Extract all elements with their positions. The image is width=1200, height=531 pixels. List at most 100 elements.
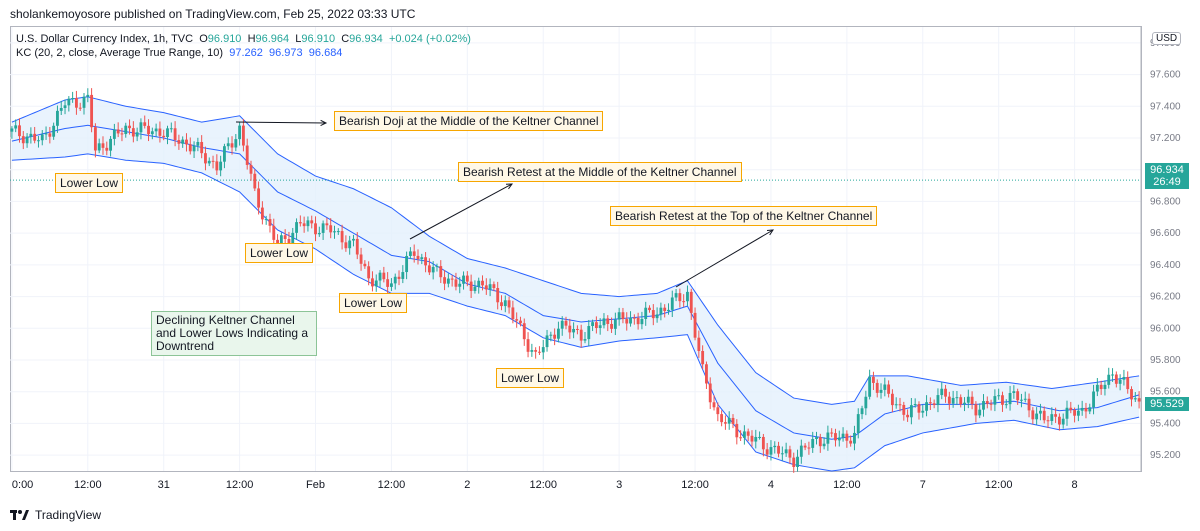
- candle-body: [158, 128, 162, 136]
- candle-body: [796, 456, 799, 468]
- candle-body: [1130, 389, 1133, 400]
- candle-body: [378, 272, 382, 281]
- candle-body: [90, 94, 94, 128]
- candle-body: [940, 388, 944, 396]
- arrow-retest-middle-head: [505, 183, 514, 190]
- time-axis: 0:00 12:00 31 12:00 Feb 12:00 2 12:00 3 12:00 4 12:…: [12, 479, 1078, 491]
- candle-body: [750, 435, 754, 442]
- candle-body: [340, 231, 344, 243]
- candle-body: [1095, 384, 1099, 392]
- candle-body: [207, 160, 211, 164]
- time-tick-label: 7: [920, 479, 926, 491]
- candle-body: [355, 238, 359, 255]
- candle-body: [48, 133, 52, 137]
- annotation-note[interactable]: Declining Keltner Channel and Lower Lows…: [151, 311, 317, 356]
- price-tick-label: 95.600: [1150, 387, 1181, 398]
- footer: TradingView: [10, 508, 101, 522]
- candle-body: [632, 317, 636, 319]
- brand-name: TradingView: [35, 508, 102, 522]
- price-tick-label: 97.200: [1150, 133, 1181, 144]
- candle-body: [44, 133, 48, 135]
- high-value: 96.964: [255, 33, 290, 45]
- price-tick-label: 96.400: [1150, 260, 1181, 271]
- annotation-lower-low-2[interactable]: Lower Low: [245, 243, 314, 263]
- candle-body: [295, 222, 298, 233]
- candle-body: [1088, 407, 1092, 412]
- candle-body: [97, 143, 101, 151]
- candle-body: [25, 136, 29, 144]
- candle-body: [1137, 398, 1141, 402]
- candle-body: [71, 98, 75, 100]
- candle-body: [773, 445, 777, 448]
- arrow-retest-top-head: [766, 229, 774, 236]
- candle-body: [302, 223, 306, 227]
- candle-body: [1039, 410, 1042, 414]
- annotation-retest-middle[interactable]: Bearish Retest at the Middle of the Kelt…: [458, 162, 742, 182]
- candle-body: [921, 410, 925, 413]
- candle-body: [435, 266, 439, 268]
- candle-body: [21, 136, 25, 144]
- candle-body: [742, 431, 746, 438]
- candle-body: [469, 281, 473, 291]
- candle-body: [997, 395, 1001, 397]
- candle-body: [560, 320, 564, 329]
- candle-body: [963, 402, 966, 405]
- candle-body: [826, 432, 830, 444]
- candle-body: [701, 350, 705, 365]
- candle-body: [667, 309, 670, 312]
- candle-body: [909, 405, 913, 418]
- candles: [10, 88, 1141, 473]
- candle-body: [613, 319, 617, 329]
- candle-body: [951, 397, 955, 404]
- annotation-lower-low-4[interactable]: Lower Low: [496, 368, 565, 388]
- candle-body: [484, 285, 488, 290]
- candle-body: [1054, 414, 1058, 417]
- candle-body: [754, 436, 758, 442]
- keltner-fill: [11, 96, 1140, 472]
- annotation-retest-top[interactable]: Bearish Retest at the Top of the Keltner…: [610, 206, 878, 226]
- candle-body: [720, 414, 724, 423]
- candle-body: [617, 312, 621, 320]
- candle-body: [845, 433, 849, 441]
- currency-badge[interactable]: USD: [1152, 32, 1182, 45]
- candle-body: [181, 139, 185, 144]
- time-tick-label: 12:00: [681, 479, 709, 491]
- candle-body: [393, 276, 397, 284]
- candle-body: [917, 404, 921, 413]
- candle-body: [359, 254, 363, 264]
- candle-body: [526, 339, 530, 352]
- annotation-lower-low-3[interactable]: Lower Low: [339, 293, 408, 313]
- candle-body: [154, 128, 158, 132]
- candle-body: [287, 238, 291, 244]
- candle-body: [735, 423, 739, 438]
- candle-body: [458, 283, 462, 287]
- candle-body: [37, 140, 40, 142]
- candle-body: [913, 404, 917, 406]
- current-price-value: 96.934: [1150, 164, 1184, 176]
- annotation-doji-middle[interactable]: Bearish Doji at the Middle of the Keltne…: [334, 111, 604, 131]
- annotation-lower-low-1[interactable]: Lower Low: [55, 173, 124, 193]
- candle-body: [568, 325, 572, 333]
- candle-body: [541, 347, 545, 353]
- candle-body: [219, 161, 223, 171]
- candle-body: [363, 263, 367, 267]
- candle-body: [765, 449, 769, 455]
- candle-body: [412, 251, 416, 256]
- candle-body: [40, 134, 44, 141]
- candle-body: [682, 301, 686, 303]
- candle-body: [1027, 398, 1031, 411]
- candle-body: [215, 161, 219, 171]
- price-tick-label: 96.200: [1150, 292, 1181, 303]
- candle-body: [481, 280, 484, 286]
- candle-body: [401, 272, 405, 279]
- candle-body: [1023, 398, 1027, 400]
- candle-body: [818, 437, 822, 447]
- candle-body: [204, 153, 207, 164]
- candle-body: [530, 350, 534, 352]
- candle-body: [587, 326, 591, 340]
- candle-body: [788, 449, 792, 458]
- candle-body: [887, 384, 891, 394]
- candle-body: [166, 128, 169, 138]
- candle-body: [564, 320, 568, 326]
